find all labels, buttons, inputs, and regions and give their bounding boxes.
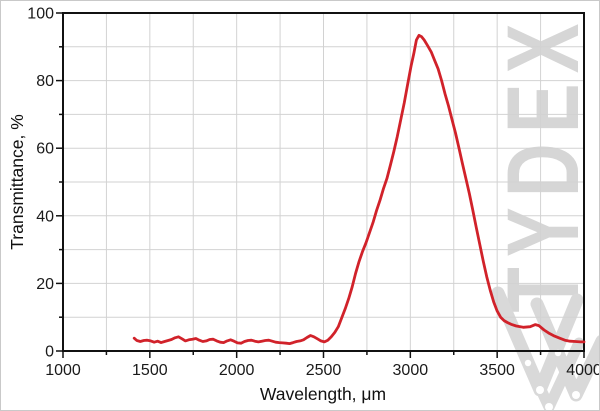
- plot-layer: [56, 12, 586, 358]
- x-axis-title: Wavelength, μm: [260, 384, 386, 404]
- transmittance-curve: [132, 33, 586, 346]
- x-tick-label: 3000: [393, 362, 429, 379]
- grid-layer: [63, 13, 584, 351]
- y-tick-label: 60: [36, 141, 54, 158]
- y-tick-label: 40: [36, 208, 54, 225]
- tydex-logo-dot: [524, 359, 532, 367]
- watermark-layer: TYDEX: [485, 13, 599, 410]
- x-tick-label: 1500: [132, 362, 168, 379]
- tydex-logo-dot: [545, 403, 553, 410]
- x-tick-label: 4000: [566, 362, 600, 379]
- tydex-logo-dot: [572, 391, 580, 399]
- tydex-watermark-text: TYDEX: [485, 13, 599, 312]
- tydex-logo-dot: [536, 386, 544, 394]
- y-axis-title: Transmittance, %: [7, 114, 27, 250]
- y-tick-label: 80: [36, 73, 54, 90]
- x-tick-label: 2000: [219, 362, 255, 379]
- x-tick-label: 3500: [479, 362, 515, 379]
- y-tick-label: 20: [36, 276, 54, 293]
- label-layer: Wavelength, μm Transmittance, % 1000 1500…: [7, 6, 600, 405]
- x-tick-label: 2500: [306, 362, 342, 379]
- y-tick-label: 100: [27, 6, 54, 23]
- y-tick-label: 0: [45, 344, 54, 361]
- x-tick-label: 1000: [45, 362, 81, 379]
